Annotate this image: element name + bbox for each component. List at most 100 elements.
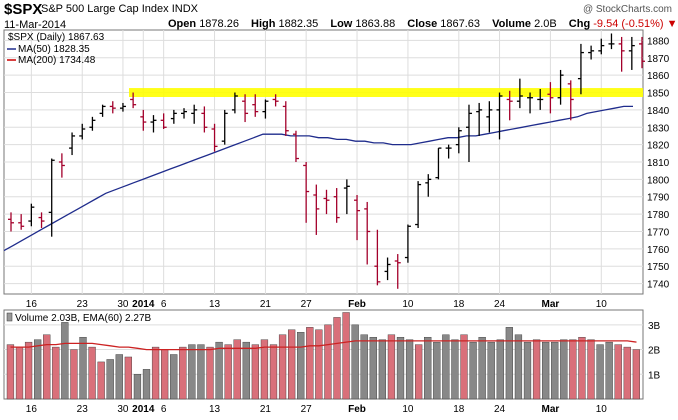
ohlc-bar [79,123,86,140]
close-value: 1867.63 [440,18,481,30]
volume-date-label: 24 [494,404,506,415]
exchange-name: INDX [171,3,198,15]
volume-bar [569,339,577,400]
volume-bar [523,341,532,400]
price-tick-label: 1840 [647,106,670,117]
ohlc-bar [374,229,381,286]
volume-legend-swatch [6,312,13,322]
ohlc-bar [150,115,157,133]
volume-bar [233,339,241,400]
ohlc-bar [506,90,513,121]
ma50-legend-label: MA(50) 1828.35 [18,44,90,55]
volume-date-label: 27 [301,404,313,415]
price-date-label: 30 [117,299,129,310]
ohlc-bar [455,127,462,154]
volume-bar [297,332,305,400]
volume-date-label: Mar [542,404,560,415]
ohlc-bar [557,69,564,105]
volume-bar [315,329,323,400]
volume-bar [442,334,450,400]
price-date-label: 27 [301,299,313,310]
volume-bar [387,334,396,400]
price-date-label: 10 [596,299,608,310]
volume-label: Volume [492,18,532,30]
volume-bar [6,344,15,400]
price-tick-label: 1820 [647,141,670,152]
ohlc-bar [628,36,635,70]
ohlc-bar [537,89,544,110]
price-tick-label: 1760 [647,245,670,256]
volume-bar [52,346,60,400]
volume-bar [170,354,178,400]
ohlc-bar [181,108,188,119]
low-value: 1863.88 [355,18,396,30]
ohlc-bar [252,94,259,117]
volume-bar [242,341,250,400]
volume-bar [188,344,196,400]
ohlc-bar [384,257,391,281]
volume-bar [478,336,486,400]
price-date-label: Feb [348,299,366,310]
chg-value: -9.54 (-0.51%) [593,18,664,30]
chg-label: Chg [568,18,591,30]
ohlc-bar [28,203,35,227]
price-date-label: Mar [542,299,560,310]
volume-tick-label: 1B [648,370,661,381]
volume-bar [278,334,287,400]
ohlc-bar [160,113,167,129]
ohlc-bar [272,94,279,107]
volume-bar [551,341,559,400]
volume-bar [97,361,105,400]
ohlc-bar [364,201,371,265]
ohlc-bar [303,162,310,223]
ohlc-bar [577,43,584,95]
volume-bar [424,336,432,400]
ohlc-bar [415,181,422,228]
ohlc-bar [48,158,55,237]
volume-bar [151,346,160,400]
volume-bar [133,374,142,400]
volume-bar [161,349,169,400]
ohlc-bar [18,214,25,230]
volume-date-label: 30 [117,404,129,415]
price-tick-label: 1880 [647,36,670,47]
ohlc-bar [527,92,534,114]
volume-date-label: 6 [161,404,167,415]
volume-bar [61,322,69,400]
ohlc-bar [242,94,249,123]
volume-bar [88,346,96,400]
volume-bar [179,346,187,400]
volume-bar [378,339,386,400]
volume-bar [433,341,441,400]
price-date-label: 16 [26,299,38,310]
ohlc-bar [313,184,320,235]
price-tick-label: 1790 [647,193,670,204]
volume-date-label: 18 [453,404,465,415]
volume-ema-line [10,340,637,351]
volume-bar [288,329,296,400]
volume-bar [206,346,214,400]
price-tick-label: 1780 [647,210,670,221]
ohlc-bar [404,224,411,263]
price-tick-label: 1810 [647,158,670,169]
chart-date: 11-Mar-2014 [4,19,67,31]
volume-bar [632,349,641,400]
volume-tick-label: 2B [648,346,661,357]
volume-bar [505,327,513,400]
open-value: 1878.26 [199,18,239,30]
volume-bar [142,369,151,400]
volume-legend-label: Volume 2.03B, EMA(60) 2.27B [15,313,152,324]
resistance-highlight-band [129,88,643,97]
high-label: High [251,18,276,30]
ohlc-bar [598,38,605,55]
ohlc-bar [425,174,432,197]
volume-bar [596,344,604,400]
volume-date-label: Feb [348,404,366,415]
ohlc-bar [588,45,595,60]
price-tick-label: 1750 [647,262,670,273]
price-tick-label: 1860 [647,71,670,82]
volume-bar [351,324,359,400]
ohlc-bar [282,101,289,136]
volume-bar [578,336,586,400]
low-label: Low [330,18,353,30]
